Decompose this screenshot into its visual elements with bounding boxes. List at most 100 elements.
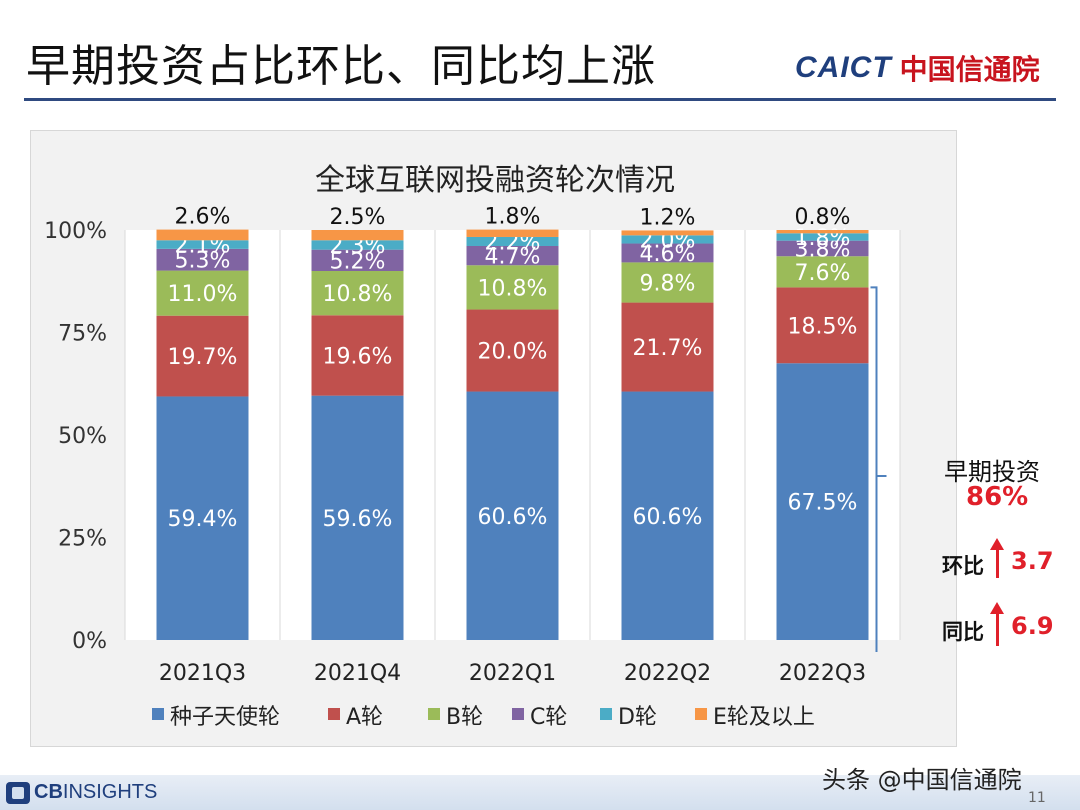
bar-segment bbox=[621, 243, 714, 263]
title-underline bbox=[24, 98, 1056, 101]
early-investment-value: 86% bbox=[966, 482, 1029, 512]
page-number: 11 bbox=[1028, 790, 1046, 806]
qoq-value: 3.7 bbox=[1011, 547, 1054, 575]
bar-segment bbox=[621, 262, 714, 303]
legend-swatch bbox=[512, 708, 524, 720]
y-tick-label: 25% bbox=[58, 527, 107, 552]
early-investment-label: 早期投资 bbox=[944, 458, 1040, 486]
bar-segment bbox=[466, 236, 559, 246]
source-credit: 头条 @中国信通院 bbox=[822, 766, 1022, 794]
bar-segment bbox=[311, 271, 404, 316]
yoy-value: 6.9 bbox=[1011, 612, 1054, 640]
bar-segment bbox=[156, 315, 249, 397]
y-tick-label: 50% bbox=[58, 424, 107, 449]
data-label: 2.6% bbox=[175, 205, 231, 230]
chart-title: 全球互联网投融资轮次情况 bbox=[315, 163, 675, 198]
data-label: 21.7% bbox=[633, 336, 703, 361]
bar-segment bbox=[776, 287, 869, 364]
data-label: 4.6% bbox=[640, 242, 696, 267]
x-tick-label: 2022Q2 bbox=[624, 661, 711, 686]
data-label: 67.5% bbox=[788, 491, 858, 516]
x-tick-label: 2021Q4 bbox=[314, 661, 401, 686]
data-label: 5.2% bbox=[330, 249, 386, 274]
data-label: 5.3% bbox=[175, 249, 231, 274]
bar-segment bbox=[156, 270, 249, 316]
bar-segment bbox=[156, 248, 249, 271]
x-tick-label: 2022Q3 bbox=[779, 661, 866, 686]
y-tick-label: 100% bbox=[44, 219, 107, 244]
legend-swatch bbox=[428, 708, 440, 720]
data-label: 9.8% bbox=[640, 271, 696, 296]
cb-logo-insights: INSIGHTS bbox=[62, 781, 158, 803]
data-label: 59.4% bbox=[168, 507, 238, 532]
legend-swatch bbox=[695, 708, 707, 720]
legend-label: A轮 bbox=[346, 705, 383, 730]
cb-logo-icon bbox=[6, 781, 30, 804]
data-label: 3.8% bbox=[795, 237, 851, 262]
legend-label: B轮 bbox=[446, 705, 483, 730]
x-tick-label: 2021Q3 bbox=[159, 661, 246, 686]
bar-segment bbox=[311, 395, 404, 640]
bar-segment bbox=[156, 240, 249, 249]
bar-segment bbox=[776, 363, 869, 640]
legend-swatch bbox=[328, 708, 340, 720]
data-label: 19.6% bbox=[323, 344, 393, 369]
bar-segment bbox=[621, 230, 714, 236]
bar-segment bbox=[156, 396, 249, 640]
data-label: 59.6% bbox=[323, 507, 393, 532]
legend-label: 种子天使轮 bbox=[170, 705, 280, 730]
data-label: 1.8% bbox=[485, 205, 541, 230]
y-tick-label: 75% bbox=[58, 322, 107, 347]
legend-swatch bbox=[600, 708, 612, 720]
data-label: 20.0% bbox=[478, 340, 548, 365]
x-tick-label: 2022Q1 bbox=[469, 661, 556, 686]
data-label: 11.0% bbox=[168, 282, 238, 307]
bar-segment bbox=[466, 391, 559, 640]
bar-segment bbox=[776, 240, 869, 257]
data-label: 10.8% bbox=[323, 282, 393, 307]
bar-segment bbox=[776, 230, 869, 234]
qoq-label: 环比 bbox=[942, 554, 984, 578]
slide-title: 早期投资占比环比、同比均上涨 bbox=[26, 41, 656, 92]
cb-logo-cb: CB bbox=[34, 781, 63, 803]
bar-segment bbox=[466, 229, 559, 237]
cb-insights-logo: CBINSIGHTS bbox=[6, 781, 157, 804]
bar-segment bbox=[776, 256, 869, 288]
bar-segment bbox=[156, 229, 249, 241]
bar-segment bbox=[621, 391, 714, 640]
legend-label: D轮 bbox=[618, 705, 657, 730]
data-label: 60.6% bbox=[633, 505, 703, 530]
data-label: 19.7% bbox=[168, 345, 238, 370]
bar-segment bbox=[776, 233, 869, 241]
bar-segment bbox=[621, 235, 714, 244]
y-tick-label: 0% bbox=[72, 629, 107, 654]
bar-segment bbox=[311, 249, 404, 271]
data-label: 60.6% bbox=[478, 505, 548, 530]
logo-text-en: CAICT bbox=[795, 51, 892, 84]
data-label: 4.7% bbox=[485, 245, 541, 270]
data-label: 0.8% bbox=[795, 205, 851, 230]
legend-label: C轮 bbox=[530, 705, 567, 730]
data-label: 18.5% bbox=[788, 314, 858, 339]
bar-segment bbox=[466, 265, 559, 310]
footer-bar bbox=[0, 775, 1080, 810]
early-investment-bracket bbox=[870, 286, 878, 652]
legend-swatch bbox=[152, 708, 164, 720]
bar-segment bbox=[621, 302, 714, 392]
bar-segment bbox=[311, 315, 404, 396]
data-label: 7.6% bbox=[795, 261, 851, 286]
bar-segment bbox=[311, 240, 404, 250]
legend-label: E轮及以上 bbox=[713, 705, 815, 730]
yoy-up-arrow-icon bbox=[990, 602, 1004, 646]
qoq-up-arrow-icon bbox=[990, 538, 1004, 578]
caict-logo: CAICT 中国信通院 bbox=[795, 48, 1040, 88]
data-label: 2.5% bbox=[330, 205, 386, 230]
bar-segment bbox=[311, 230, 404, 241]
data-label: 10.8% bbox=[478, 276, 548, 301]
bar-segment bbox=[466, 309, 559, 392]
data-label: 1.2% bbox=[640, 205, 696, 230]
bar-segment bbox=[466, 245, 559, 266]
logo-text-cn: 中国信通院 bbox=[899, 53, 1040, 86]
yoy-label: 同比 bbox=[942, 620, 984, 644]
